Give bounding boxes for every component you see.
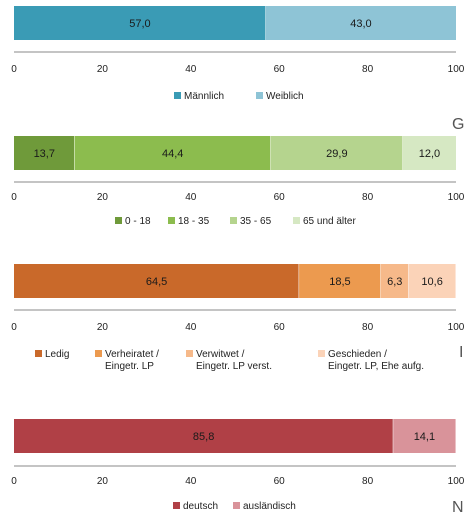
x-tick-label: 0 (11, 192, 17, 203)
legend-swatch (233, 502, 240, 509)
clipped-letter: G (452, 116, 464, 133)
data-label: 14,1 (414, 431, 435, 443)
x-tick-label: 80 (362, 64, 374, 75)
bar-segment (74, 136, 271, 170)
data-label: 85,8 (193, 431, 214, 443)
legend-swatch (173, 502, 180, 509)
data-label: 10,6 (421, 276, 442, 288)
legend-swatch (174, 92, 181, 99)
bar-segment (14, 264, 300, 298)
legend-swatch (168, 217, 175, 224)
x-tick-label: 100 (448, 192, 465, 203)
legend-entry: Männlich (184, 91, 224, 102)
x-tick-label: 20 (97, 192, 109, 203)
legend-swatch (95, 350, 102, 357)
legend-entry: ausländisch (243, 501, 296, 512)
clipped-letter: N (452, 499, 464, 516)
x-tick-label: 80 (362, 476, 374, 487)
legend-swatch (35, 350, 42, 357)
bar-segment (265, 6, 456, 40)
bar-segment (408, 264, 456, 298)
legend-entry: 0 - 18 (125, 216, 151, 227)
x-tick-label: 100 (448, 322, 465, 333)
legend-entry: 35 - 65 (240, 216, 272, 227)
x-tick-label: 40 (185, 476, 197, 487)
data-label: 29,9 (326, 148, 347, 160)
legend-swatch (230, 217, 237, 224)
bar-segment (270, 136, 403, 170)
bar-segment (380, 264, 409, 298)
x-tick-label: 80 (362, 192, 374, 203)
data-label: 18,5 (329, 276, 350, 288)
x-tick-label: 60 (274, 192, 286, 203)
bar-segment (299, 264, 381, 298)
legend-entry: Ledig (45, 349, 69, 360)
data-label: 12,0 (419, 148, 440, 160)
legend-entry: 18 - 35 (178, 216, 210, 227)
legend-swatch (293, 217, 300, 224)
legend-entry: 65 und älter (303, 216, 356, 227)
data-label: 44,4 (162, 148, 183, 160)
legend-swatch (318, 350, 325, 357)
x-tick-label: 100 (448, 476, 465, 487)
x-tick-label: 40 (185, 64, 197, 75)
x-tick-label: 0 (11, 476, 17, 487)
data-label: 57,0 (129, 18, 150, 30)
clipped-letter: I (459, 344, 463, 361)
legend-entry: Verwitwet / Eingetr. LP verst. (196, 349, 272, 372)
x-tick-label: 60 (274, 322, 286, 333)
legend-entry: deutsch (183, 501, 218, 512)
x-tick-label: 0 (11, 64, 17, 75)
data-label: 43,0 (350, 18, 371, 30)
data-label: 13,7 (34, 148, 55, 160)
bar-segment (402, 136, 456, 170)
x-tick-label: 0 (11, 322, 17, 333)
x-tick-label: 80 (362, 322, 374, 333)
legend-swatch (256, 92, 263, 99)
legend-swatch (115, 217, 122, 224)
legend-swatch (186, 350, 193, 357)
x-tick-label: 60 (274, 64, 286, 75)
legend-entry: Verheiratet / Eingetr. LP (105, 349, 159, 372)
x-tick-label: 20 (97, 322, 109, 333)
x-tick-label: 60 (274, 476, 286, 487)
bar-segment (393, 419, 456, 453)
x-tick-label: 20 (97, 476, 109, 487)
x-tick-label: 20 (97, 64, 109, 75)
x-tick-label: 40 (185, 192, 197, 203)
bar-segment (14, 419, 394, 453)
data-label: 64,5 (146, 276, 167, 288)
x-tick-label: 40 (185, 322, 197, 333)
x-tick-label: 100 (448, 64, 465, 75)
bar-segment (14, 136, 75, 170)
bar-segment (14, 6, 266, 40)
legend-entry: Geschieden / Eingetr. LP, Ehe aufg. (328, 349, 424, 372)
data-label: 6,3 (387, 276, 402, 288)
legend-entry: Weiblich (266, 91, 304, 102)
